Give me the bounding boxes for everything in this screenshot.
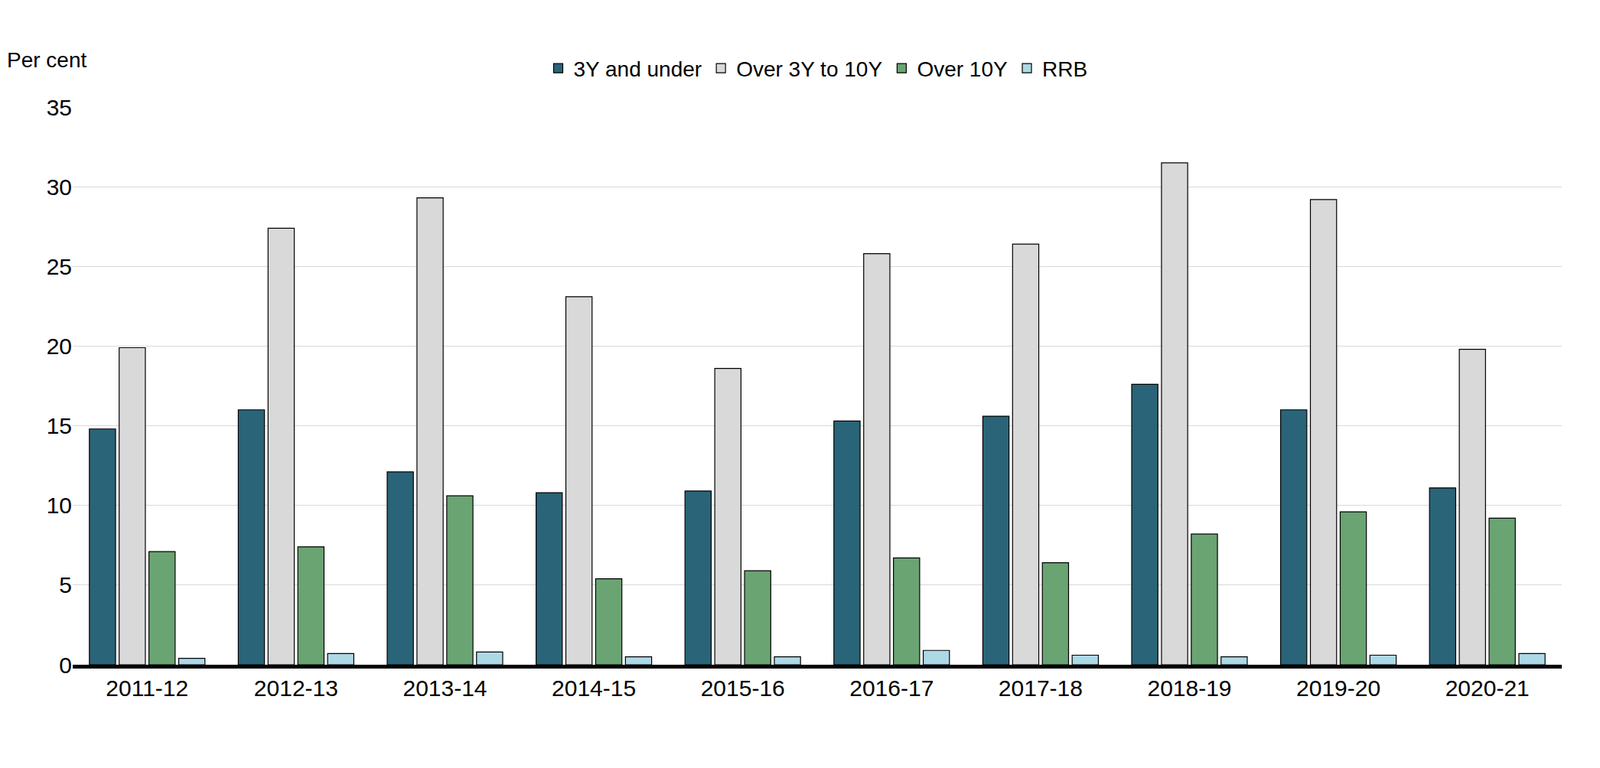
svg-text:2014-15: 2014-15 [551,675,636,701]
svg-text:Over 3Y to 10Y: Over 3Y to 10Y [736,57,883,82]
svg-text:2020-21: 2020-21 [1445,675,1530,701]
svg-text:Per cent: Per cent [6,48,87,72]
svg-text:Over 10Y: Over 10Y [916,57,1008,82]
svg-text:30: 30 [46,174,72,200]
svg-text:2017-18: 2017-18 [998,675,1083,701]
svg-text:3Y and under: 3Y and under [573,57,703,82]
svg-text:15: 15 [46,413,72,439]
svg-text:35: 35 [46,94,72,121]
svg-text:2011-12: 2011-12 [105,675,189,701]
svg-text:20: 20 [46,333,72,359]
svg-text:25: 25 [46,254,72,280]
svg-text:0: 0 [58,652,72,678]
svg-text:2018-19: 2018-19 [1147,675,1232,701]
svg-text:RRB: RRB [1042,57,1088,82]
svg-text:2015-16: 2015-16 [700,675,786,701]
svg-text:2019-20: 2019-20 [1296,675,1381,701]
svg-text:2013-14: 2013-14 [402,675,487,701]
svg-text:2012-13: 2012-13 [254,675,339,701]
svg-text:10: 10 [46,492,72,519]
svg-text:2016-17: 2016-17 [849,675,934,701]
svg-text:5: 5 [58,572,72,598]
